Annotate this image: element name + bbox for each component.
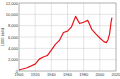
y-tick-label: 8,000	[8, 23, 19, 28]
x-tick-label: 1980	[79, 72, 89, 77]
y-tick-label: 4,000	[8, 46, 19, 51]
data-line	[19, 16, 112, 70]
plot-area	[19, 16, 112, 70]
x-tick-label: 1960	[63, 72, 73, 77]
x-tick-label: 2020	[112, 72, 120, 77]
x-tick-label: 1920	[31, 72, 41, 77]
grid-line	[35, 3, 36, 71]
y-tick-label: 10,000	[6, 12, 19, 17]
y-tick-label: 12,000	[6, 1, 19, 6]
grid-line	[83, 3, 84, 71]
y-axis-label: 1000 bbl/d	[0, 28, 5, 47]
y-tick-label: 2,000	[8, 57, 19, 62]
x-tick-label: 1900	[15, 72, 25, 77]
y-tick-label: 6,000	[8, 35, 19, 40]
grid-line	[51, 3, 52, 71]
plot-frame	[19, 3, 116, 71]
x-tick-label: 1940	[47, 72, 57, 77]
chart: 02,0004,0006,0008,00010,00012,0001900192…	[0, 0, 120, 79]
grid-line	[67, 3, 68, 71]
x-tick-label: 2000	[95, 72, 105, 77]
